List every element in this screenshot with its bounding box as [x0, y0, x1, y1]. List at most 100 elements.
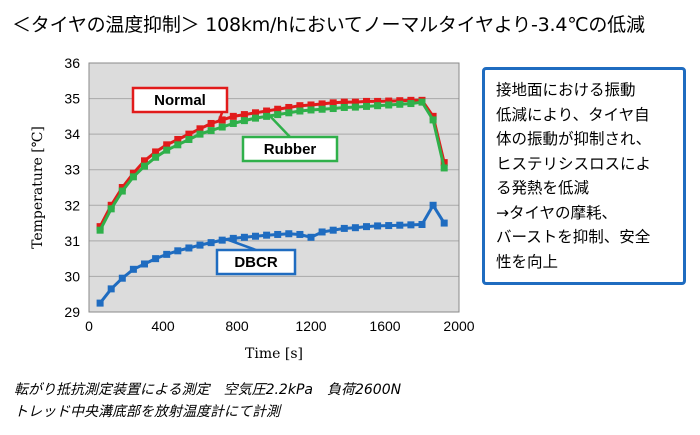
- data-point: [296, 102, 304, 110]
- data-point: [229, 234, 237, 242]
- data-point: [363, 223, 370, 231]
- data-point: [118, 274, 126, 282]
- data-point: [196, 130, 204, 138]
- data-point: [274, 105, 282, 113]
- data-point: [407, 221, 415, 229]
- data-point: [285, 103, 293, 111]
- x-tick-label: 800: [225, 318, 249, 334]
- data-point: [274, 230, 282, 238]
- data-point: [340, 98, 348, 106]
- data-point: [329, 105, 337, 113]
- temperature-chart: 29 30 31 32 33 34 35 36 0 400 800 1200 1600 2000 Time…: [30, 55, 475, 362]
- data-point: [207, 119, 215, 127]
- explanation-line: 接地面における振動: [496, 81, 636, 99]
- x-tick-label: 1200: [295, 318, 326, 334]
- explanation-line: 性を向上: [496, 252, 559, 271]
- data-point: [96, 223, 104, 231]
- series-callouts: Normal Rubber DBCR: [131, 86, 339, 276]
- explanation-line: →タイヤの摩耗、: [496, 203, 618, 222]
- data-point: [152, 255, 160, 263]
- data-point: [129, 173, 137, 181]
- plot-border: [88, 62, 460, 313]
- data-point: [263, 231, 271, 239]
- data-point: [229, 112, 237, 120]
- legend-label: Rubber: [264, 141, 317, 158]
- data-point: [240, 233, 248, 241]
- callout-leader: [225, 237, 257, 252]
- data-point: [207, 239, 215, 247]
- data-point: [129, 265, 137, 273]
- data-point: [396, 97, 404, 105]
- data-point: [351, 98, 359, 106]
- data-point: [107, 285, 115, 293]
- data-point: [163, 141, 171, 149]
- data-point: [329, 226, 337, 234]
- data-point: [252, 109, 259, 117]
- data-point: [374, 97, 382, 105]
- explanation-line: バーストを抑制、安全: [496, 228, 651, 246]
- legend-label: Normal: [154, 92, 206, 109]
- data-point: [174, 247, 182, 255]
- data-point: [107, 205, 115, 213]
- measurement-note: トレッド中央溝底部を放射温度計にて計測: [14, 404, 280, 420]
- data-point: [340, 224, 348, 232]
- data-point: [196, 125, 204, 133]
- data-point: [407, 100, 415, 108]
- callout-box: [131, 86, 229, 114]
- data-point: [263, 112, 271, 120]
- data-point: [185, 130, 193, 138]
- data-point: [318, 100, 326, 108]
- y-axis-label: Temperature [℃]: [30, 126, 46, 249]
- y-tick-label: 36: [64, 55, 80, 71]
- data-point: [296, 230, 304, 238]
- x-tick-label: 0: [85, 318, 93, 334]
- data-point: [396, 100, 404, 108]
- data-point: [285, 109, 293, 117]
- y-tick-label: 31: [64, 233, 80, 249]
- explanation-line: 低減により、タイヤ自: [496, 105, 650, 124]
- data-point: [329, 99, 337, 107]
- y-tick-label: 35: [64, 91, 80, 107]
- callout-box: [215, 248, 297, 276]
- data-point: [229, 119, 237, 127]
- data-point: [174, 141, 182, 149]
- grid-lines: [88, 62, 460, 313]
- data-point: [118, 184, 126, 191]
- series-layer: [96, 96, 448, 307]
- data-point: [118, 187, 126, 195]
- x-tick-label: 400: [151, 318, 175, 334]
- data-point: [318, 105, 326, 113]
- data-point: [141, 157, 148, 165]
- data-point: [96, 299, 104, 307]
- data-point: [307, 233, 315, 241]
- data-point: [351, 103, 359, 111]
- data-point: [429, 201, 437, 209]
- x-tick-label: 2000: [443, 318, 474, 334]
- x-axis-label: Time [s]: [245, 346, 303, 362]
- data-point: [385, 101, 393, 109]
- callout-leader: [269, 115, 291, 138]
- data-point: [285, 230, 293, 238]
- data-point: [218, 123, 226, 131]
- data-point: [351, 224, 359, 232]
- data-point: [107, 201, 115, 209]
- data-point: [96, 226, 104, 234]
- data-point: [141, 260, 148, 268]
- data-point: [429, 116, 437, 124]
- data-point: [218, 116, 226, 124]
- data-point: [440, 219, 448, 227]
- data-point: [174, 135, 182, 143]
- data-point: [218, 236, 226, 244]
- data-point: [263, 107, 271, 115]
- y-tick-label: 33: [64, 162, 80, 178]
- data-point: [240, 117, 248, 125]
- data-point: [363, 102, 370, 110]
- data-point: [240, 111, 248, 119]
- legend-label: DBCR: [234, 254, 277, 271]
- data-point: [252, 114, 259, 122]
- y-tick-label: 32: [64, 197, 80, 213]
- data-point: [163, 250, 171, 258]
- data-point: [363, 97, 370, 105]
- data-point: [163, 146, 171, 154]
- data-point: [396, 221, 404, 229]
